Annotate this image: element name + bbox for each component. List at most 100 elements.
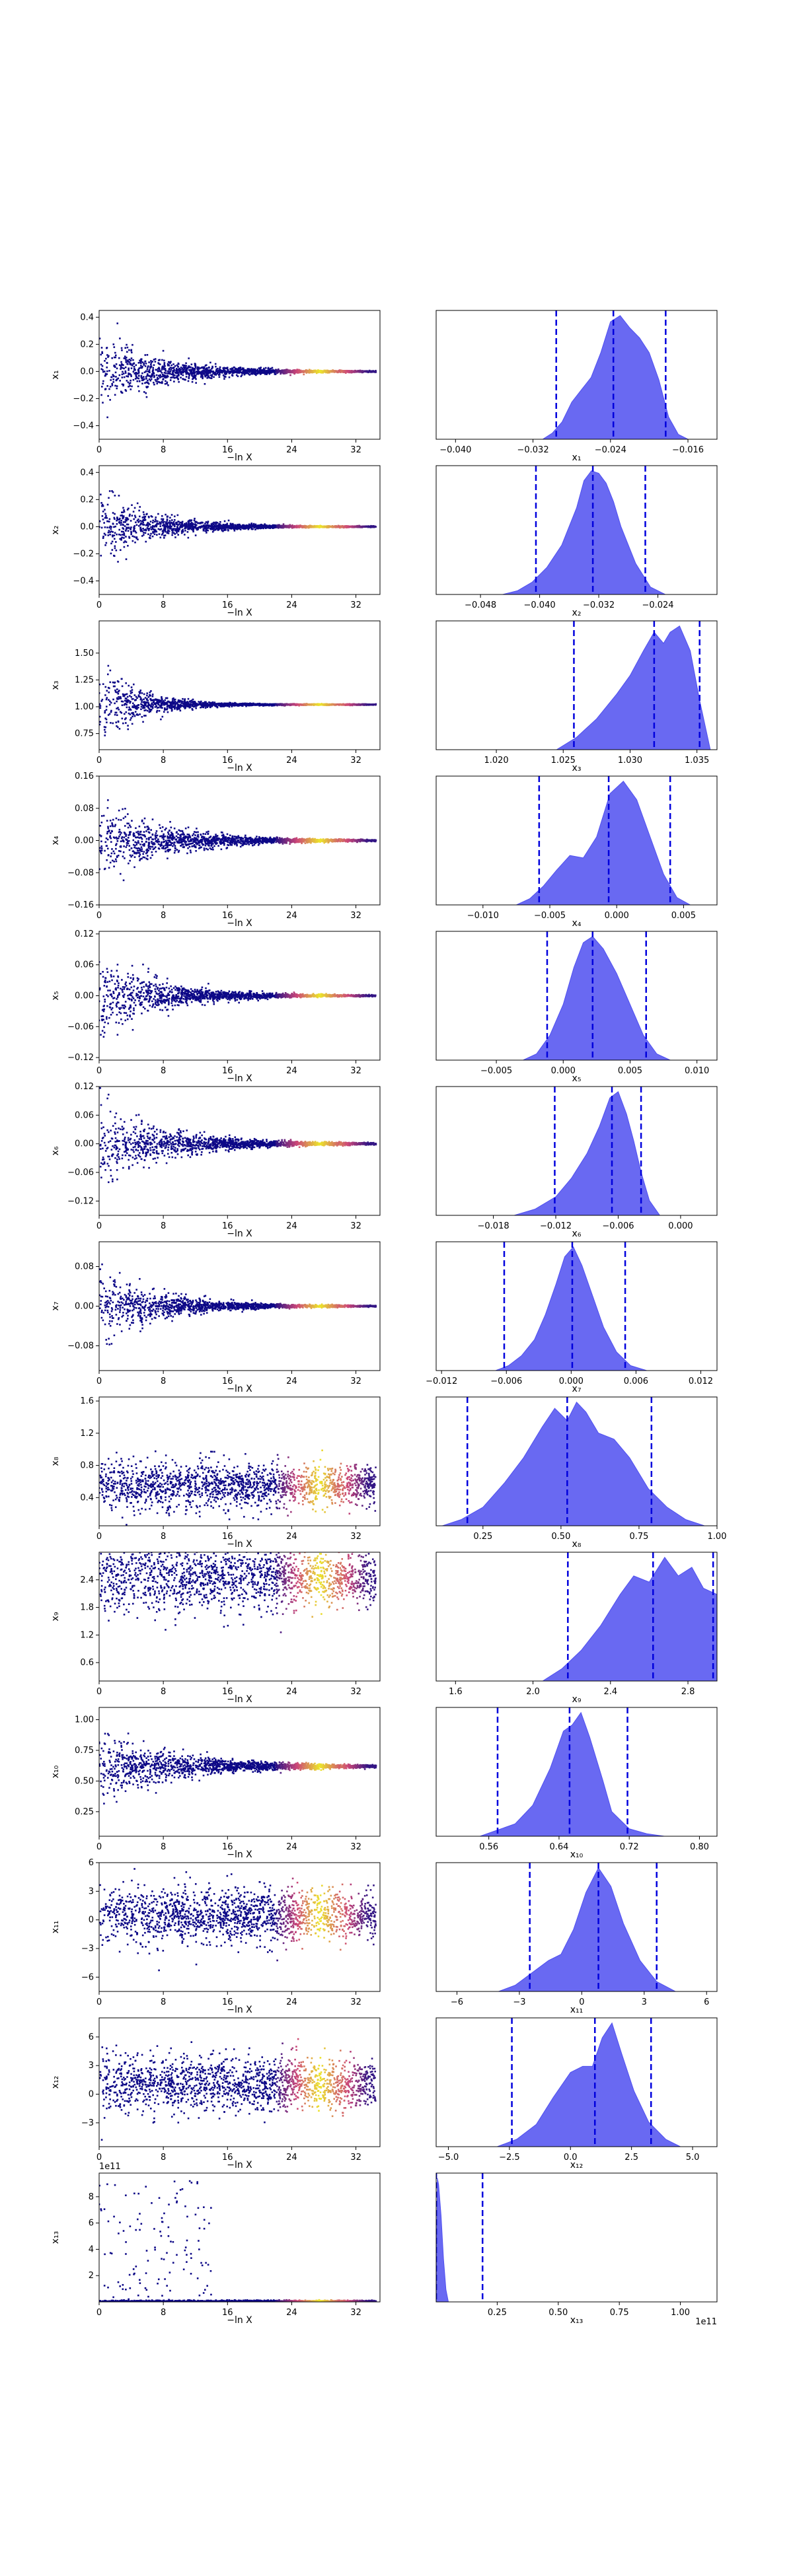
- trace-1-sample-point: [266, 373, 268, 375]
- marginal-1-xtick-label: −0.032: [517, 445, 548, 455]
- trace-3-sample-point: [99, 692, 100, 694]
- trace-3-sample-point: [194, 703, 197, 705]
- trace-2-sample-point: [290, 526, 293, 528]
- trace-1-sample-point: [260, 369, 262, 371]
- trace-3-sample-point: [129, 701, 131, 704]
- trace-1-sample-point: [195, 371, 198, 373]
- trace-3-sample-point: [109, 669, 112, 672]
- trace-2-sample-point: [104, 534, 106, 536]
- trace-1-sample-point: [153, 381, 155, 384]
- trace-3-sample-point: [177, 703, 180, 706]
- trace-1-sample-point: [165, 370, 167, 372]
- trace-2-sample-point: [227, 529, 229, 532]
- trace-2-sample-point: [159, 523, 162, 525]
- trace-3-sample-point: [118, 708, 120, 711]
- trace-1-sample-point: [163, 366, 165, 369]
- trace-2-sample-point: [334, 525, 336, 528]
- trace-1-sample-point: [113, 365, 115, 367]
- trace-1-sample-point: [133, 367, 135, 370]
- trace-1-sample-point: [297, 369, 300, 371]
- trace-2-xtick-label: 0: [96, 600, 102, 610]
- trace-2-sample-point: [115, 541, 117, 543]
- trace-3-sample-point: [125, 711, 128, 713]
- trace-1-sample-point: [368, 371, 371, 373]
- trace-3-sample-point: [100, 700, 102, 702]
- trace-1-sample-point: [121, 373, 124, 376]
- trace-2-sample-point: [172, 532, 175, 534]
- trace-2-sample-point: [149, 534, 151, 537]
- trace-2-sample-point: [373, 525, 375, 528]
- trace-3-sample-point: [126, 706, 128, 709]
- trace-1-sample-point: [326, 372, 329, 374]
- trace-1-sample-point: [231, 374, 234, 376]
- trace-1-sample-point: [225, 371, 228, 374]
- trace-1-sample-point: [270, 369, 272, 372]
- trace-1-sample-point: [247, 373, 250, 375]
- trace-3-sample-point: [151, 707, 154, 709]
- trace-1-sample-point: [149, 379, 152, 382]
- trace-2-sample-point: [321, 526, 324, 528]
- trace-2-sample-point: [106, 520, 108, 522]
- trace-2-sample-point: [100, 502, 102, 504]
- trace-1-sample-point: [201, 371, 203, 373]
- trace-1-sample-point: [322, 371, 325, 373]
- trace-1-sample-point: [120, 368, 122, 370]
- trace-2-sample-point: [260, 526, 262, 528]
- trace-1-sample-point: [146, 368, 149, 371]
- trace-1-sample-point: [154, 361, 157, 363]
- trace-1-sample-point: [141, 377, 143, 379]
- trace-1-sample-point: [246, 372, 249, 374]
- trace-2-sample-point: [142, 527, 144, 530]
- trace-2-sample-point: [113, 538, 116, 540]
- trace-3-sample-point: [170, 704, 173, 707]
- trace-3-sample-point: [114, 702, 116, 705]
- trace-1-sample-point: [168, 368, 170, 370]
- trace-1-sample-point: [121, 367, 124, 369]
- trace-2-sample-point: [212, 526, 214, 528]
- trace-2-sample-point: [176, 532, 178, 534]
- trace-2-sample-point: [305, 526, 307, 529]
- trace-1-sample-point: [180, 369, 182, 371]
- trace-1-sample-point: [211, 374, 213, 376]
- trace-3-sample-point: [127, 699, 130, 701]
- trace-2-sample-point: [104, 517, 106, 519]
- trace-3-sample-point: [341, 703, 344, 705]
- marginal-1-density: [542, 315, 689, 439]
- trace-1-sample-point: [188, 376, 190, 378]
- trace-1-xtick-label: 16: [222, 445, 233, 455]
- trace-1-sample-point: [106, 362, 108, 364]
- trace-3-sample-point: [99, 707, 102, 709]
- trace-2-sample-point: [241, 527, 244, 529]
- trace-1-xtick-label: 24: [286, 445, 297, 455]
- trace-2-sample-point: [223, 525, 225, 528]
- trace-1-sample-point: [186, 367, 189, 369]
- trace-2-sample-point: [176, 528, 178, 530]
- trace-3-sample-point: [186, 705, 188, 707]
- trace-2-sample-point: [202, 522, 204, 524]
- trace-2-sample-point: [130, 520, 132, 522]
- trace-3-sample-point: [114, 689, 116, 692]
- trace-2-sample-point: [194, 524, 197, 526]
- trace-3-sample-point: [143, 709, 146, 711]
- trace-2-sample-point: [248, 526, 250, 529]
- trace-2-sample-point: [375, 526, 377, 528]
- trace-3-sample-point: [134, 699, 136, 701]
- trace-3-sample-point: [121, 704, 124, 706]
- marginal-2-xtick-label: −0.040: [524, 600, 556, 610]
- trace-1-sample-point: [188, 374, 190, 376]
- trace-3-sample-point: [172, 705, 175, 707]
- trace-1-ytick-label: 0.4: [80, 312, 94, 322]
- trace-2-sample-point: [209, 525, 211, 528]
- trace-3-sample-point: [145, 709, 147, 711]
- trace-1-sample-point: [167, 364, 169, 367]
- trace-3-sample-point: [130, 692, 132, 694]
- trace-2-sample-point: [206, 522, 209, 524]
- trace-3-sample-point: [110, 701, 112, 704]
- trace-1-sample-point: [207, 369, 209, 372]
- trace-2-sample-point: [171, 528, 173, 530]
- trace-3-sample-point: [157, 703, 159, 705]
- trace-3-sample-point: [104, 731, 106, 733]
- trace-1-sample-point: [112, 343, 115, 345]
- trace-1-sample-point: [270, 367, 272, 370]
- trace-1-sample-point: [170, 373, 173, 376]
